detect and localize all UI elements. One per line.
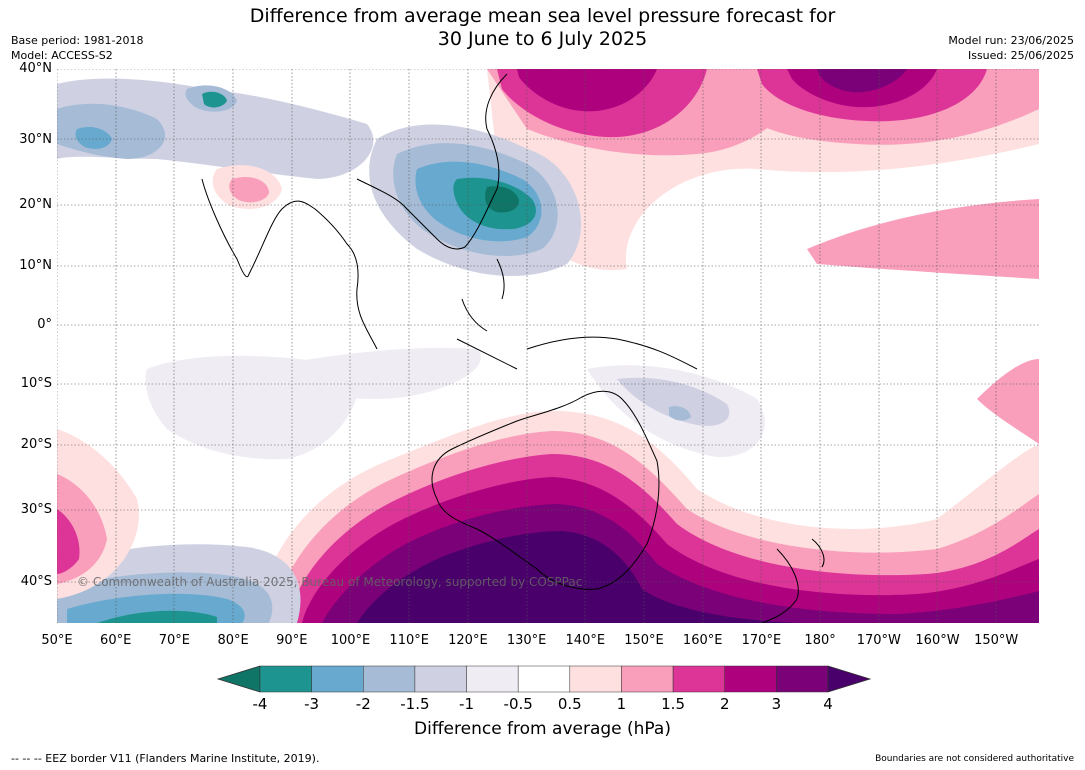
southern-high-anomaly [257, 410, 1039, 623]
colorbar-bin [724, 665, 777, 693]
colorbar-bin [414, 665, 467, 693]
lon-label: 60°E [100, 633, 132, 648]
lon-label: 130°E [506, 633, 547, 648]
lon-label: 110°E [389, 633, 429, 648]
lat-label: 30°N [19, 132, 52, 147]
lon-label: 150°W [974, 633, 1019, 648]
colorbar-tick-label: 2 [719, 695, 730, 713]
map-title: Difference from average mean sea level p… [0, 5, 1085, 51]
colorbar-bin [363, 665, 416, 693]
lat-label: 20°S [20, 437, 52, 452]
colorbar-bin [259, 665, 312, 693]
west-pacific-low-anomaly [369, 124, 582, 276]
lat-label: 30°S [20, 502, 52, 517]
colorbar-bin [776, 665, 829, 693]
lon-label: 170°W [856, 633, 901, 648]
lon-label: 160°W [915, 633, 960, 648]
lat-label: 10°S [20, 376, 52, 391]
lon-label: 100°E [330, 633, 371, 648]
colorbar-tick-label: 3 [771, 695, 782, 713]
lon-label: 50°E [41, 633, 73, 648]
colorbar-tick-label: -3 [304, 695, 320, 713]
colorbar-bin [621, 665, 674, 693]
lat-label: 40°N [19, 61, 52, 76]
colorbar-bin [517, 665, 571, 693]
issued-date: Issued: 25/06/2025 [967, 49, 1074, 62]
colorbar-bin [311, 665, 364, 693]
boundary-note: Boundaries are not considered authoritat… [875, 754, 1074, 764]
colorbar-tick-label: 1.5 [661, 695, 685, 713]
colorbar-tick-label: -1 [459, 695, 475, 713]
north-pacific-high-anomaly [487, 69, 1039, 444]
india-high-anomaly [212, 165, 282, 209]
graticule [57, 69, 1039, 623]
lon-label: 80°E [217, 633, 249, 648]
lat-label: 10°N [19, 258, 52, 273]
colorbar-bin [466, 665, 519, 693]
colorbar-label: Difference from average (hPa) [414, 719, 671, 739]
meta-right: Model run: 23/06/2025 Issued: 25/06/2025 [948, 33, 1074, 63]
colorbar-tick-label: -1.5 [400, 695, 430, 713]
colorbar [216, 665, 872, 693]
copyright-note: © Commonwealth of Australia 2025, Bureau… [77, 575, 583, 589]
lon-label: 160°E [682, 633, 723, 648]
colorbar-tick-label: 0.5 [557, 695, 582, 713]
title-line-2: 30 June to 6 July 2025 [437, 28, 648, 50]
lon-label: 90°E [276, 633, 308, 648]
lon-label: 180° [804, 633, 836, 648]
lat-label: 0° [37, 317, 52, 332]
colorbar-tick-label: 1 [616, 695, 627, 713]
colorbar-bin [672, 665, 725, 693]
tibet-low-anomaly [57, 78, 374, 179]
sw-indian-high-anomaly [57, 429, 139, 599]
meta-left: Base period: 1981-2018 Model: ACCESS-S2 [11, 33, 143, 63]
lon-label: 70°E [158, 633, 191, 648]
lat-label: 40°S [20, 574, 52, 589]
model-run: Model run: 23/06/2025 [948, 34, 1074, 47]
lon-label: 120°E [448, 633, 488, 648]
lon-label: 140°E [565, 633, 606, 648]
eez-note: -- -- -- EEZ border V11 (Flanders Marine… [11, 752, 320, 765]
base-period: Base period: 1981-2018 [11, 34, 144, 47]
title-line-1: Difference from average mean sea level p… [249, 5, 836, 27]
colorbar-tick-label: 4 [823, 695, 833, 713]
coastlines [201, 73, 825, 623]
colorbar-tick-label: -4 [252, 695, 268, 713]
colorbar-tick-label: -0.5 [503, 695, 533, 713]
lon-label: 150°E [624, 633, 664, 648]
lat-label: 20°N [19, 197, 52, 212]
colorbar-tick-label: -2 [355, 695, 371, 713]
colorbar-arrow-high [827, 665, 872, 693]
colorbar-arrow-low [216, 665, 261, 693]
colorbar-bin [569, 665, 622, 693]
pressure-anomaly-map [57, 69, 1039, 623]
lon-label: 170°E [741, 633, 782, 648]
model-name: Model: ACCESS-S2 [11, 49, 113, 62]
indian-ocean-weak-low [145, 347, 765, 460]
